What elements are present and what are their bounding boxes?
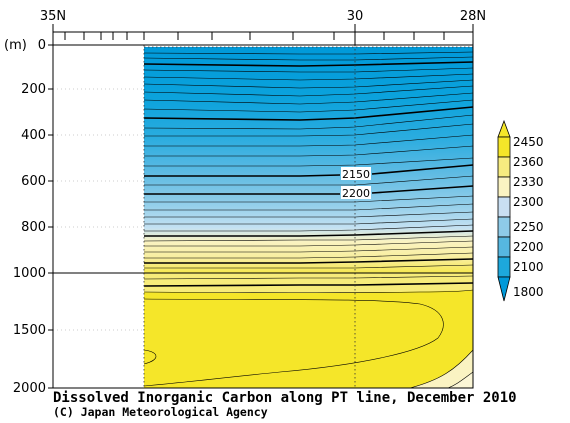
y-tick-label: 2000 bbox=[13, 381, 46, 396]
x-tick-label: 35N bbox=[40, 9, 66, 24]
contour-lines bbox=[143, 51, 473, 388]
colorbar-arrow-top bbox=[497, 119, 511, 138]
colorbar-label: 1800 bbox=[513, 285, 544, 299]
colorbar-swatch bbox=[497, 136, 511, 158]
y-tick-label: 1000 bbox=[13, 266, 46, 281]
colorbar: 2450 2360 2330 2300 2250 2200 2100 1800 bbox=[497, 119, 544, 302]
y-tick-label: 800 bbox=[21, 220, 46, 235]
colorbar-swatch bbox=[497, 216, 511, 238]
credit-text: (C) Japan Meteorological Agency bbox=[53, 405, 268, 419]
x-tick-label: 30 bbox=[347, 9, 364, 24]
y-unit-label: (m) bbox=[4, 38, 27, 53]
y-axis-ticks bbox=[48, 44, 53, 389]
colorbar-label: 2450 bbox=[513, 135, 544, 149]
colorbar-swatch bbox=[497, 196, 511, 218]
plot-border bbox=[52, 44, 474, 389]
chart-title: Dissolved Inorganic Carbon along PT line… bbox=[53, 390, 517, 406]
colorbar-label: 2300 bbox=[513, 195, 544, 209]
colorbar-label: 2250 bbox=[513, 220, 544, 234]
colorbar-label: 2330 bbox=[513, 175, 544, 189]
contour-label: 2200 bbox=[342, 187, 370, 200]
y-tick-label: 200 bbox=[21, 82, 46, 97]
contour-fill bbox=[144, 47, 473, 388]
contour-label: 2150 bbox=[342, 168, 370, 181]
x-tick-label: 28N bbox=[460, 9, 486, 24]
y-tick-label: 0 bbox=[38, 38, 46, 53]
station-lines bbox=[143, 45, 473, 388]
colorbar-label: 2100 bbox=[513, 260, 544, 274]
colorbar-swatch bbox=[497, 156, 511, 178]
colorbar-swatch bbox=[497, 176, 511, 198]
x-axis bbox=[52, 24, 474, 45]
colorbar-arrow-bottom bbox=[497, 276, 511, 302]
y-tick-label: 1500 bbox=[13, 323, 46, 338]
y-tick-label: 400 bbox=[21, 128, 46, 143]
colorbar-label: 2360 bbox=[513, 155, 544, 169]
colorbar-label: 2200 bbox=[513, 240, 544, 254]
y-tick-label: 600 bbox=[21, 174, 46, 189]
contour-label-group: 2150 2200 bbox=[341, 167, 371, 200]
colorbar-swatch bbox=[497, 236, 511, 258]
colorbar-swatch bbox=[497, 256, 511, 278]
